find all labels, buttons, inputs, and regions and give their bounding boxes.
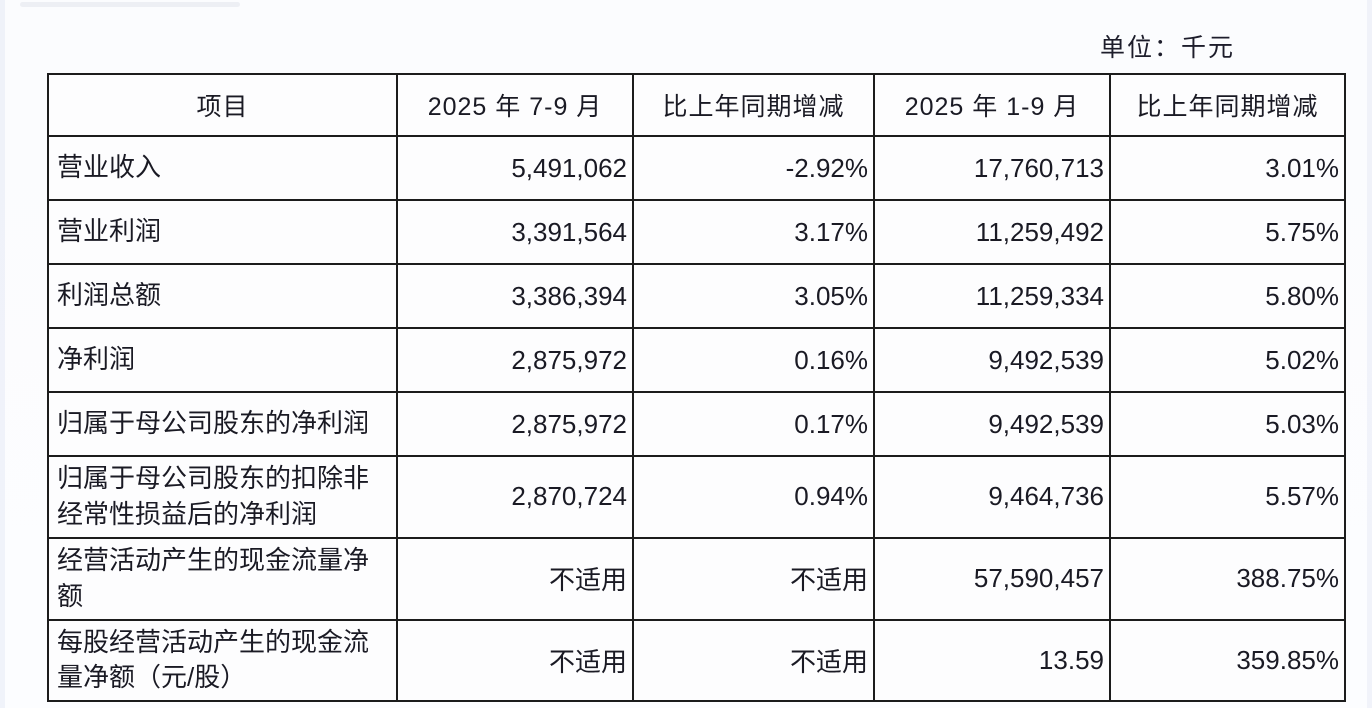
- cell-ytd-yoy: 5.03%: [1109, 391, 1346, 457]
- row-label: 营业收入: [47, 135, 398, 201]
- row-label: 利润总额: [47, 263, 398, 329]
- cell-q3-value: 不适用: [396, 536, 634, 621]
- cell-q3-yoy: 不适用: [632, 536, 875, 621]
- row-label: 营业利润: [47, 199, 398, 265]
- cell-q3-yoy: 0.16%: [632, 327, 875, 393]
- cell-ytd-value: 13.59: [873, 618, 1111, 703]
- cell-ytd-value: 9,464,736: [873, 455, 1111, 539]
- table-row: 利润总额 3,386,394 3.05% 11,259,334 5.80%: [47, 263, 1346, 329]
- cell-ytd-yoy: 359.85%: [1109, 618, 1346, 703]
- cell-ytd-value: 17,760,713: [873, 135, 1111, 201]
- cell-q3-yoy: 0.17%: [632, 391, 875, 457]
- row-label: 归属于母公司股东的净利润: [47, 391, 398, 457]
- cell-ytd-yoy: 5.57%: [1109, 455, 1346, 539]
- col-header-q3-yoy: 比上年同期增减: [632, 73, 875, 137]
- col-header-q3-period: 2025 年 7-9 月: [396, 73, 634, 137]
- cell-ytd-yoy: 3.01%: [1109, 135, 1346, 201]
- col-header-item: 项目: [47, 73, 398, 137]
- cell-ytd-value: 9,492,539: [873, 391, 1111, 457]
- cell-q3-value: 5,491,062: [396, 135, 634, 201]
- cell-q3-yoy: 3.05%: [632, 263, 875, 329]
- cell-ytd-yoy: 5.02%: [1109, 327, 1346, 393]
- cell-q3-yoy: 不适用: [632, 618, 875, 703]
- cell-q3-yoy: -2.92%: [632, 135, 875, 201]
- unit-label: 单位：千元: [1099, 34, 1235, 62]
- left-edge-tint: [0, 0, 5, 708]
- cell-ytd-value: 11,259,334: [873, 263, 1111, 329]
- header-row: 项目 2025 年 7-9 月 比上年同期增减 2025 年 1-9 月 比上年…: [47, 73, 1346, 137]
- row-label: 每股经营活动产生的现金流量净额（元/股）: [47, 618, 398, 703]
- table-row: 营业收入 5,491,062 -2.92% 17,760,713 3.01%: [47, 135, 1346, 201]
- col-header-ytd-period: 2025 年 1-9 月: [873, 73, 1111, 137]
- table-row: 归属于母公司股东的扣除非经常性损益后的净利润 2,870,724 0.94% 9…: [47, 455, 1346, 539]
- cell-q3-value: 3,386,394: [396, 263, 634, 329]
- cell-ytd-value: 11,259,492: [873, 199, 1111, 265]
- cell-q3-yoy: 0.94%: [632, 455, 875, 539]
- cell-q3-value: 2,870,724: [396, 455, 634, 539]
- table-row: 营业利润 3,391,564 3.17% 11,259,492 5.75%: [47, 199, 1346, 265]
- cell-q3-value: 2,875,972: [396, 327, 634, 393]
- cell-ytd-value: 9,492,539: [873, 327, 1111, 393]
- financial-summary-table: 项目 2025 年 7-9 月 比上年同期增减 2025 年 1-9 月 比上年…: [47, 73, 1346, 703]
- table-row: 净利润 2,875,972 0.16% 9,492,539 5.02%: [47, 327, 1346, 393]
- col-header-ytd-yoy: 比上年同期增减: [1109, 73, 1346, 137]
- cell-q3-value: 3,391,564: [396, 199, 634, 265]
- cell-ytd-yoy: 5.75%: [1109, 199, 1346, 265]
- row-label: 净利润: [47, 327, 398, 393]
- row-label: 归属于母公司股东的扣除非经常性损益后的净利润: [47, 455, 398, 539]
- cell-q3-value: 2,875,972: [396, 391, 634, 457]
- cell-ytd-yoy: 5.80%: [1109, 263, 1346, 329]
- scan-smudge: [20, 2, 240, 7]
- right-edge-tint: [1367, 0, 1372, 708]
- cell-ytd-value: 57,590,457: [873, 536, 1111, 621]
- cell-q3-yoy: 3.17%: [632, 199, 875, 265]
- table-row: 归属于母公司股东的净利润 2,875,972 0.17% 9,492,539 5…: [47, 391, 1346, 457]
- table-row: 经营活动产生的现金流量净额 不适用 不适用 57,590,457 388.75%: [47, 536, 1346, 621]
- cell-ytd-yoy: 388.75%: [1109, 536, 1346, 621]
- table-row: 每股经营活动产生的现金流量净额（元/股） 不适用 不适用 13.59 359.8…: [47, 618, 1346, 703]
- row-label: 经营活动产生的现金流量净额: [47, 536, 398, 621]
- cell-q3-value: 不适用: [396, 618, 634, 703]
